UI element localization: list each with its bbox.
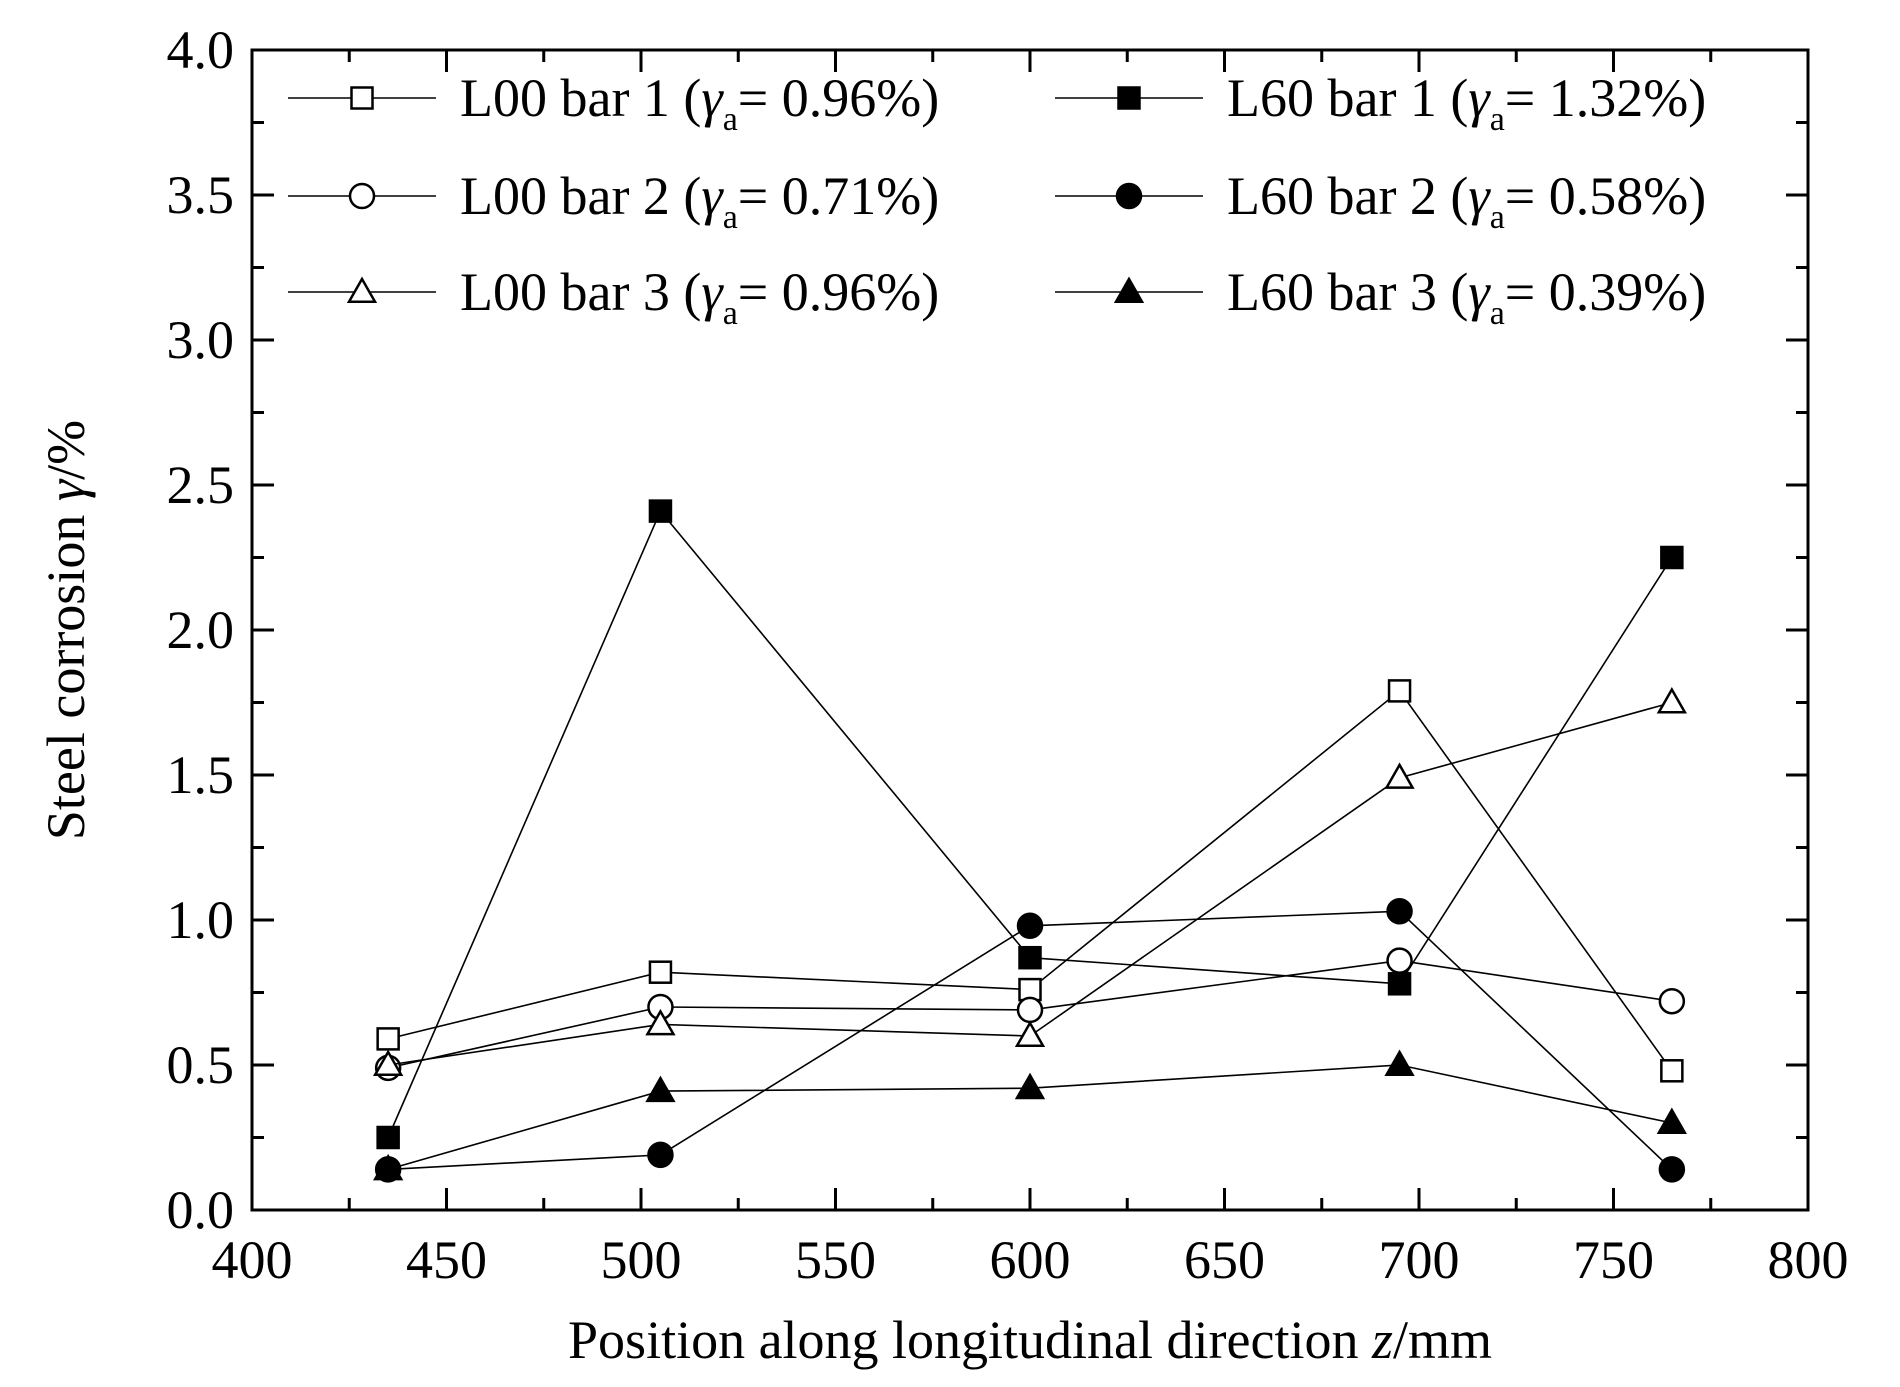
x-tick-label: 800 [1768, 1230, 1849, 1290]
legend-item: L00 bar 1 (γa= 0.96%) [288, 68, 939, 138]
data-point [1660, 545, 1684, 570]
plot-frame [250, 48, 1810, 1212]
data-point [1658, 1156, 1686, 1183]
legend-item: L60 bar 3 (γa= 0.39%) [1055, 262, 1706, 332]
data-point [645, 1008, 676, 1036]
data-point [1658, 987, 1686, 1015]
series-2 [376, 499, 1684, 1150]
data-point [1014, 1020, 1046, 1047]
data-point [1014, 1072, 1046, 1100]
x-tick-label: 500 [601, 1230, 682, 1290]
data-point [1384, 762, 1415, 789]
x-tick-label: 600 [990, 1230, 1071, 1290]
y-tick-label: 0.5 [167, 1035, 235, 1095]
x-tick-label: 550 [795, 1230, 876, 1290]
data-point [645, 1075, 676, 1103]
y-tick-label: 0.0 [167, 1180, 235, 1240]
data-point [648, 499, 673, 523]
legend-item: L60 bar 2 (γa= 0.58%) [1055, 166, 1706, 236]
legend-marker [346, 276, 378, 303]
data-point [648, 960, 673, 984]
y-tick-label: 2.5 [167, 455, 235, 515]
data-point [1387, 972, 1412, 996]
x-tick-label: 450 [406, 1230, 487, 1290]
data-point [1660, 1059, 1684, 1083]
legend: L00 bar 1 (γa= 0.96%) L60 bar 1 (γa= 1.32… [288, 68, 1706, 332]
axis-ticks [250, 48, 1810, 1212]
y-tick-label: 4.0 [167, 20, 235, 80]
x-tick-label: 750 [1573, 1230, 1654, 1290]
data-point [376, 1125, 400, 1150]
legend-marker [350, 86, 374, 110]
data-point [1016, 912, 1044, 940]
x-tick-label: 650 [1184, 1230, 1265, 1290]
series-6 [372, 1049, 1688, 1181]
data-point [376, 1027, 400, 1051]
legend-item: L00 bar 3 (γa= 0.96%) [288, 262, 939, 332]
data-point [1384, 1049, 1415, 1076]
x-axis-title: Position along longitudinal direction z/… [568, 1310, 1492, 1370]
data-point [372, 1049, 404, 1076]
legend-item: L60 bar 1 (γa= 1.32%) [1055, 68, 1706, 138]
data-point [1018, 945, 1042, 970]
series-5 [372, 686, 1688, 1076]
legend-label: L60 bar 3 (γa= 0.39%) [1227, 262, 1706, 332]
data-point [1016, 996, 1044, 1024]
legend-label: L00 bar 2 (γa= 0.71%) [460, 166, 939, 236]
data-point [1656, 1107, 1688, 1134]
legend-label: L00 bar 3 (γa= 0.96%) [460, 262, 939, 332]
data-point [1656, 686, 1688, 714]
legend-label: L00 bar 1 (γa= 0.96%) [460, 68, 939, 138]
y-tick-label: 3.0 [167, 310, 235, 370]
data-point [372, 1153, 404, 1181]
series-1 [376, 679, 1684, 1083]
data-point [647, 1141, 674, 1169]
y-axis-title: Steel corrosion γ/% [36, 420, 96, 840]
legend-label: L60 bar 1 (γa= 1.32%) [1227, 68, 1706, 138]
data-point [1386, 947, 1413, 974]
legend-marker [1115, 182, 1143, 210]
legend-marker [1117, 86, 1141, 110]
data-point [1387, 679, 1412, 703]
data-point [1386, 898, 1413, 925]
legend-label: L60 bar 2 (γa= 0.58%) [1227, 166, 1706, 236]
y-tick-label: 1.5 [167, 745, 235, 805]
legend-item: L00 bar 2 (γa= 0.71%) [288, 166, 939, 236]
y-tick-label: 3.5 [167, 165, 235, 225]
x-tick-label: 400 [212, 1230, 293, 1290]
tick-labels: 400 450 500 550 600 650 700 750 800 0.0 0.5 1.0 1.5 2… [167, 20, 1849, 1290]
x-tick-label: 700 [1379, 1230, 1460, 1290]
legend-marker [348, 182, 376, 210]
legend-marker [1113, 276, 1145, 303]
y-tick-label: 2.0 [167, 600, 235, 660]
y-tick-label: 1.0 [167, 890, 235, 950]
series-group [372, 499, 1688, 1183]
